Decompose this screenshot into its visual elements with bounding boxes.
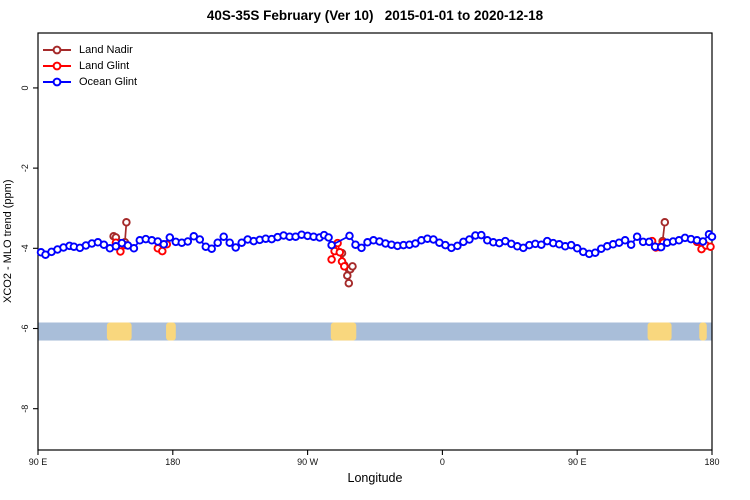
data-point: [340, 262, 349, 271]
svg-text:-4: -4: [20, 244, 30, 252]
svg-text:90 E: 90 E: [29, 457, 48, 467]
land-mass-blob: [647, 322, 672, 341]
legend-item-land-glint: Land Glint: [42, 58, 137, 74]
data-point: [207, 244, 216, 253]
data-point: [698, 237, 708, 246]
data-point: [465, 235, 474, 244]
svg-text:90 E: 90 E: [568, 457, 587, 467]
data-point: [477, 230, 486, 240]
data-point: [632, 232, 642, 241]
data-point: [213, 238, 222, 247]
data-point: [327, 240, 336, 250]
legend-item-ocean-glint: Ocean Glint: [42, 74, 137, 90]
data-point: [644, 237, 654, 247]
legend-item-label: Land Nadir: [79, 44, 133, 56]
x-axis-ticks: 90 E 180 90 W 0 90 E 180: [29, 450, 720, 467]
y-axis-label: XCO2 - MLO trend (ppm): [2, 179, 14, 304]
svg-text:-2: -2: [20, 164, 30, 172]
svg-text:0: 0: [20, 85, 30, 90]
series-ocean-glint: [36, 230, 717, 259]
data-point: [348, 262, 357, 271]
data-point: [626, 240, 636, 249]
data-point: [656, 242, 666, 252]
latitude-band-map: [38, 322, 712, 341]
land-mass-blob: [699, 322, 707, 341]
data-point: [99, 240, 109, 249]
data-point: [660, 218, 670, 227]
svg-text:180: 180: [165, 457, 180, 467]
data-point: [122, 218, 131, 227]
data-point: [453, 241, 462, 251]
svg-text:0: 0: [440, 457, 445, 467]
data-point: [357, 243, 366, 253]
data-point: [572, 244, 582, 253]
data-point: [537, 240, 546, 249]
data-point: [158, 246, 167, 256]
land-mass-blob: [166, 322, 176, 341]
svg-text:90 W: 90 W: [297, 457, 319, 467]
data-point: [195, 235, 205, 244]
land-nadir-marker-icon: [43, 45, 71, 55]
land-mass-blob: [106, 322, 132, 341]
svg-text:-8: -8: [20, 405, 30, 413]
data-point: [159, 240, 169, 249]
land-mass-blob: [330, 322, 357, 341]
data-point: [327, 255, 336, 264]
data-point: [335, 248, 345, 257]
data-point: [225, 238, 234, 247]
data-point: [620, 236, 630, 245]
data-point: [129, 244, 139, 253]
svg-text:-6: -6: [20, 325, 30, 333]
data-point: [324, 233, 333, 242]
legend: Land Nadir Land Glint Ocean Glint: [42, 42, 137, 90]
x-axis-label: Longitude: [347, 471, 403, 485]
data-point: [344, 278, 354, 288]
svg-text:180: 180: [704, 457, 719, 467]
plot-border: [37, 32, 713, 451]
data-point: [707, 232, 717, 241]
data-point: [706, 242, 715, 251]
ocean-glint-marker-icon: [43, 77, 71, 87]
data-point: [343, 271, 352, 280]
y-axis-ticks: 0 -2 -4 -6 -8: [20, 85, 38, 413]
chart-title: 40S-35S February (Ver 10) 2015-01-01 to …: [206, 8, 544, 23]
legend-item-label: Ocean Glint: [79, 76, 138, 88]
legend-item-land-nadir: Land Nadir: [42, 42, 137, 58]
data-point: [183, 237, 193, 246]
data-point: [231, 243, 240, 252]
data-point: [165, 233, 175, 242]
data-point: [590, 248, 600, 257]
legend-item-label: Land Glint: [79, 60, 130, 72]
data-point: [116, 247, 125, 256]
data-point: [345, 231, 354, 241]
land-glint-marker-icon: [43, 61, 71, 71]
data-point: [219, 232, 228, 241]
